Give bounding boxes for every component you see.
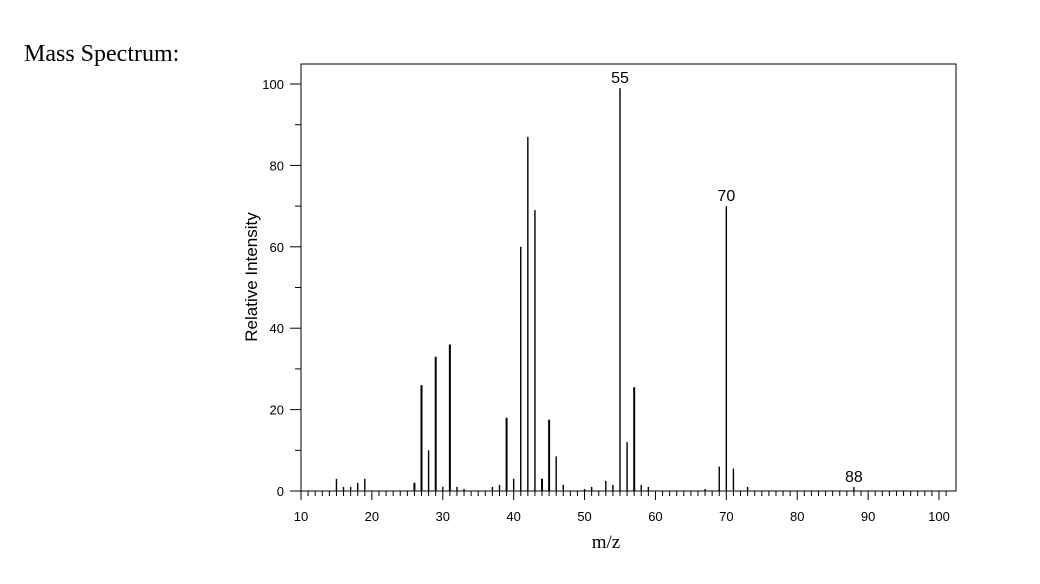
plot-frame (300, 63, 957, 492)
x-tick-label: 80 (790, 509, 804, 524)
x-axis-title: m/z (592, 532, 621, 553)
x-tick-label: 100 (928, 509, 950, 524)
y-axis: 0 20 40 60 80 100 (262, 77, 301, 499)
peak-bars (335, 88, 855, 491)
y-tick-label: 20 (270, 403, 284, 418)
y-tick-label: 60 (270, 240, 284, 255)
y-tick-label: 80 (270, 158, 284, 173)
x-tick-label: 40 (506, 509, 520, 524)
x-tick-label: 90 (861, 509, 875, 524)
peak-label: 55 (611, 70, 629, 87)
peak-label: 70 (717, 188, 735, 205)
y-tick-label: 0 (277, 484, 284, 499)
peak-label: 88 (845, 469, 863, 486)
x-tick-label: 70 (719, 509, 733, 524)
x-tick-label: 60 (648, 509, 662, 524)
x-tick-label: 10 (294, 509, 308, 524)
peak-labels: 55 70 88 (611, 70, 863, 486)
page-heading: Mass Spectrum: (24, 41, 180, 67)
y-tick-label: 100 (262, 77, 284, 92)
y-axis-title: Relative Intensity (242, 212, 261, 342)
x-tick-label: 20 (365, 509, 379, 524)
y-tick-label: 40 (270, 321, 284, 336)
x-tick-label: 50 (577, 509, 591, 524)
x-tick-label: 30 (436, 509, 450, 524)
x-axis: 10 20 30 40 50 60 70 80 90 100 (294, 491, 950, 524)
